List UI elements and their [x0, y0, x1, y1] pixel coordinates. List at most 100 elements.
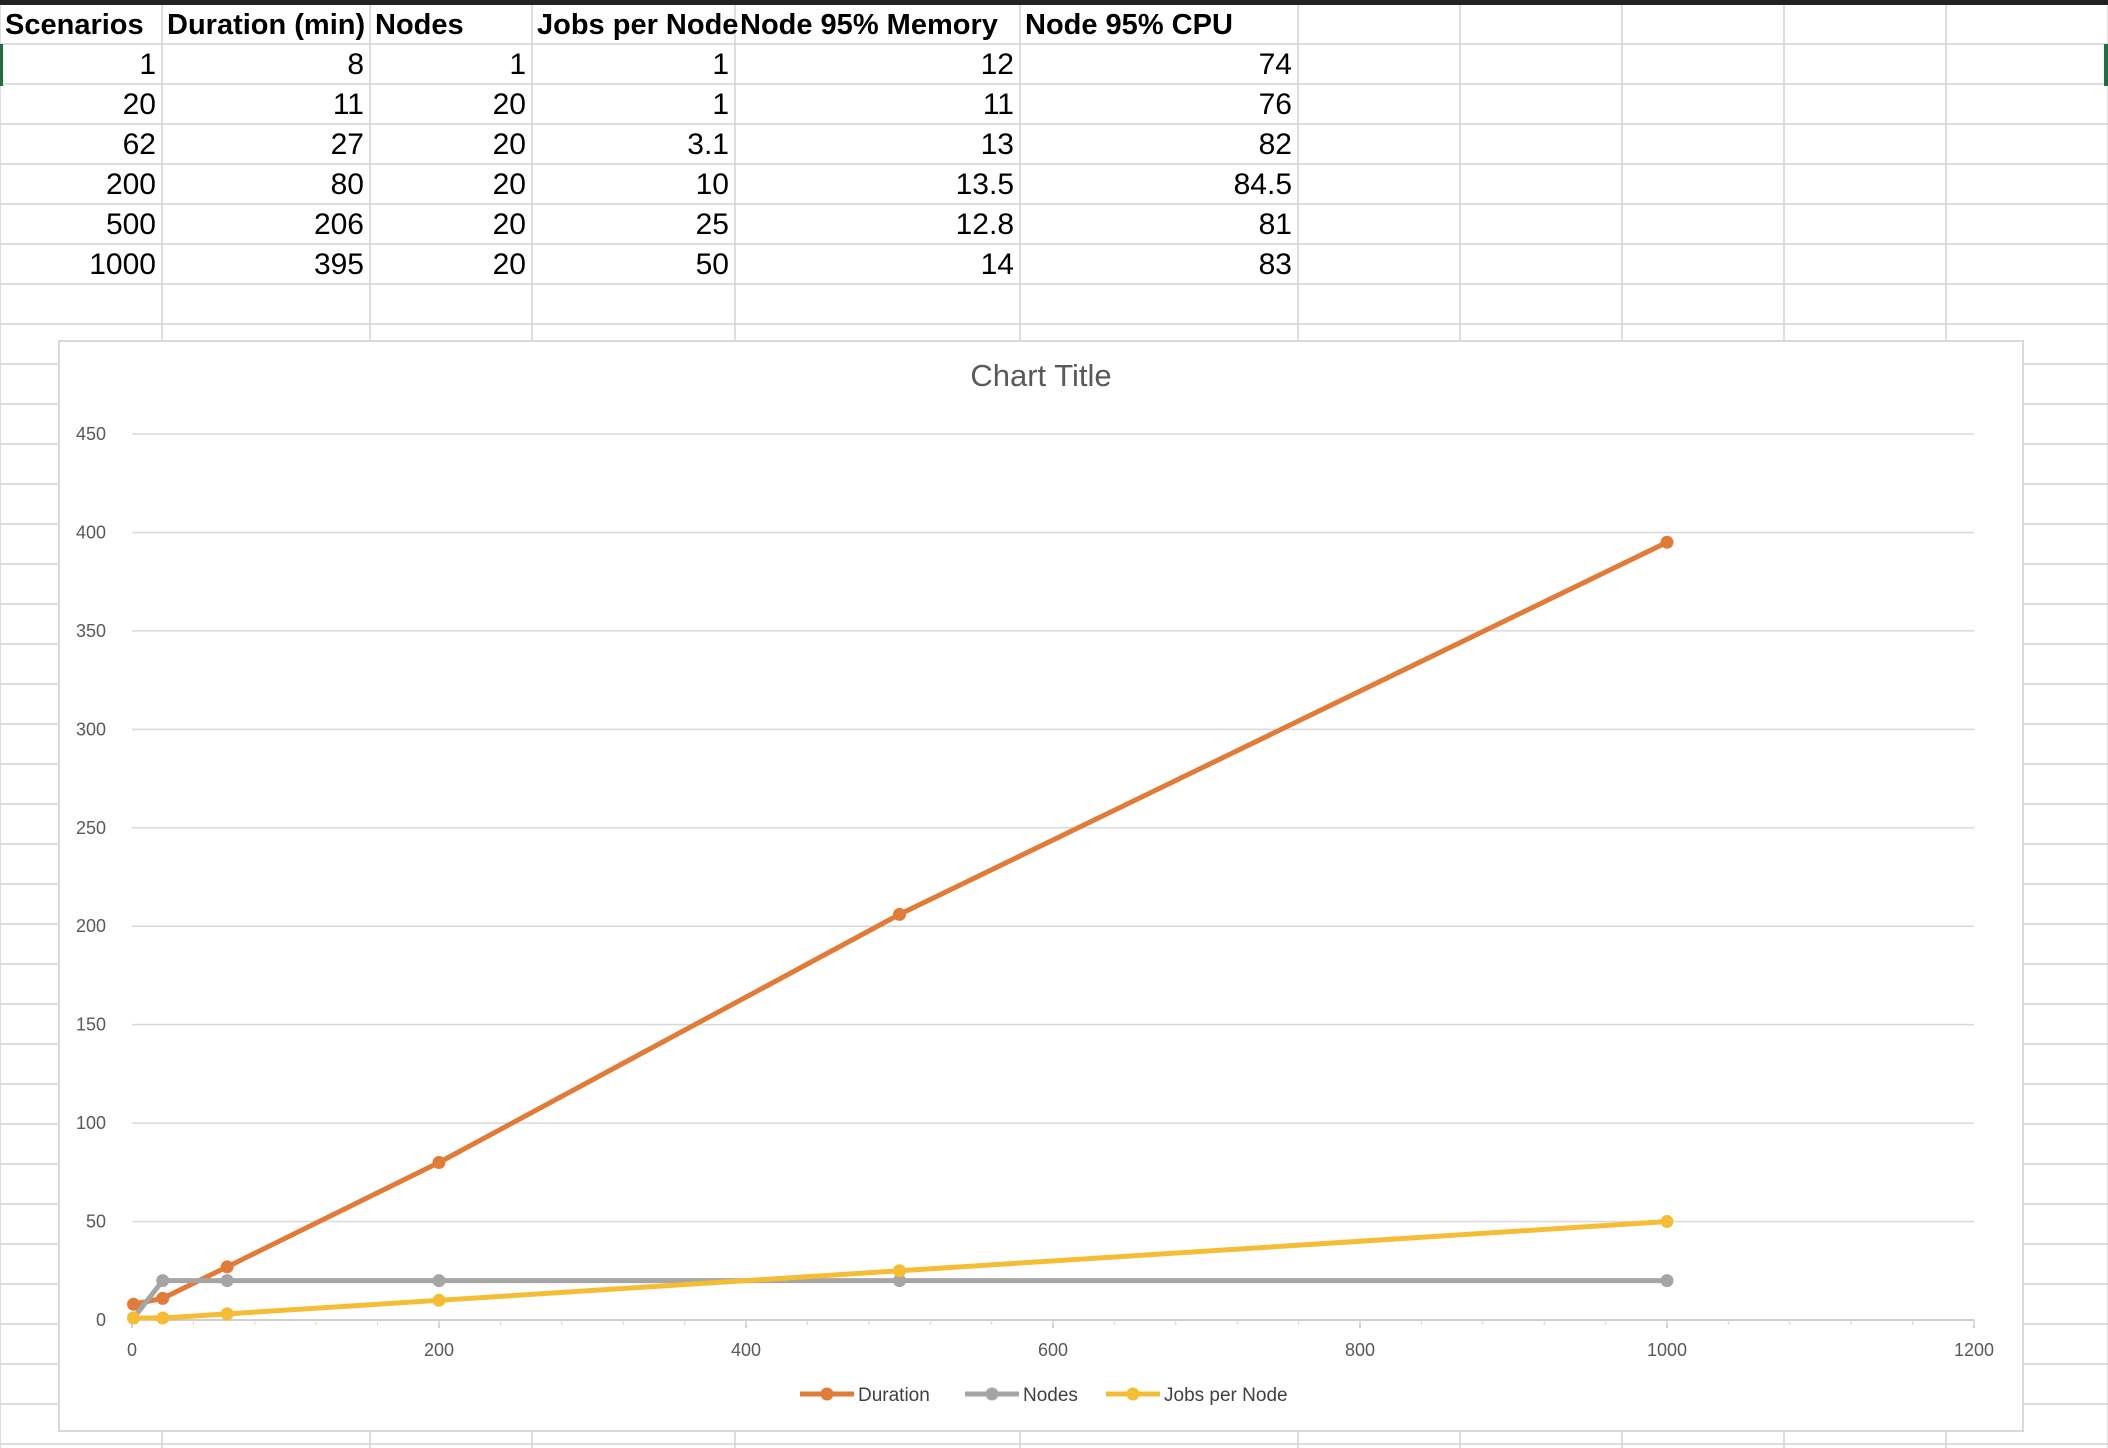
x-tick-label: 200 — [424, 1340, 454, 1360]
y-tick-label: 300 — [76, 719, 106, 739]
chart-series — [127, 535, 1674, 1325]
y-tick-label: 0 — [96, 1310, 106, 1330]
table-cell[interactable]: 62 — [122, 128, 156, 161]
table-cell[interactable]: 82 — [1258, 128, 1292, 161]
x-tick-label: 800 — [1345, 1340, 1375, 1360]
data-point[interactable] — [893, 1274, 906, 1288]
table-cell[interactable]: 200 — [105, 168, 156, 201]
table-cell[interactable]: 50 — [695, 248, 729, 281]
data-point[interactable] — [432, 1274, 446, 1288]
x-tick-label: 1200 — [1954, 1340, 1994, 1360]
legend-marker — [985, 1387, 999, 1401]
table-cell[interactable]: 76 — [1258, 88, 1292, 121]
table-cell[interactable]: 20 — [492, 248, 526, 281]
y-tick-label: 100 — [76, 1113, 106, 1133]
x-tick-label: 600 — [1038, 1340, 1068, 1360]
x-tick-label: 400 — [731, 1340, 761, 1360]
table-cell[interactable]: 20 — [122, 88, 156, 121]
data-point[interactable] — [432, 1293, 446, 1307]
series-line[interactable] — [131, 1278, 1667, 1320]
table-cell[interactable]: 500 — [105, 208, 156, 241]
y-tick-label: 200 — [76, 916, 106, 936]
data-point[interactable] — [893, 1264, 906, 1278]
selection-marker-left — [0, 44, 3, 86]
data-point[interactable] — [432, 1155, 446, 1169]
legend-marker — [820, 1387, 834, 1401]
table-cell[interactable]: 20 — [492, 208, 526, 241]
line-chart[interactable]: Chart Title 0 50 100 150 200 250 300 350 400 450 0… — [58, 340, 2024, 1432]
column-header[interactable]: Jobs per Node — [537, 9, 739, 41]
column-header[interactable]: Node 95% CPU — [1025, 9, 1233, 41]
table-cell[interactable]: 12 — [980, 48, 1014, 81]
table-cell[interactable]: 11 — [982, 88, 1014, 121]
table-cell[interactable]: 13.5 — [955, 168, 1014, 201]
series-jobs-per-node[interactable] — [127, 1215, 1674, 1325]
legend-item[interactable]: Duration — [800, 1385, 930, 1406]
table-cell[interactable]: 10 — [695, 168, 729, 201]
legend-label: Jobs per Node — [1164, 1385, 1288, 1406]
table-cell[interactable]: 3.1 — [687, 128, 729, 161]
table-cell[interactable]: 81 — [1258, 208, 1292, 241]
y-tick-label: 350 — [76, 621, 106, 641]
table-cell[interactable]: 14 — [980, 248, 1014, 281]
table-cell[interactable]: 1 — [712, 88, 729, 121]
legend-item[interactable]: Nodes — [965, 1385, 1078, 1406]
table-cell[interactable]: 1000 — [89, 248, 156, 281]
data-point[interactable] — [220, 1260, 234, 1274]
table-cell[interactable]: 74 — [1258, 48, 1292, 81]
y-tick-label: 250 — [76, 818, 106, 838]
series-line[interactable] — [133, 540, 1669, 1307]
x-tick-label: 1000 — [1647, 1340, 1687, 1360]
toolbar-edge — [0, 0, 2108, 5]
table-cell[interactable]: 20 — [492, 128, 526, 161]
chart-plot: Chart Title 0501001502002503003504004500… — [76, 358, 1994, 1406]
y-tick-label: 450 — [76, 424, 106, 444]
data-point[interactable] — [1660, 535, 1674, 549]
table-cell[interactable]: 27 — [330, 128, 364, 161]
table-cell[interactable]: 25 — [695, 208, 729, 241]
legend-label: Nodes — [1023, 1385, 1078, 1406]
x-tick-label: 0 — [127, 1340, 137, 1360]
table-cell[interactable]: 8 — [347, 48, 364, 81]
table-cell[interactable]: 13 — [980, 128, 1014, 161]
data-point[interactable] — [156, 1274, 170, 1288]
table-cell[interactable]: 80 — [330, 168, 364, 201]
selection-marker-right — [2104, 44, 2108, 86]
table-cell[interactable]: 1 — [712, 48, 729, 81]
table-cell[interactable]: 20 — [492, 168, 526, 201]
table-cell[interactable]: 12.8 — [955, 208, 1014, 241]
data-point[interactable] — [1660, 1274, 1674, 1288]
data-point[interactable] — [127, 1311, 141, 1325]
y-tick-label: 400 — [76, 522, 106, 542]
data-point[interactable] — [1660, 1215, 1674, 1229]
table-cell[interactable]: 20 — [492, 88, 526, 121]
data-point[interactable] — [156, 1291, 170, 1305]
column-header[interactable]: Node 95% Memory — [740, 9, 998, 41]
series-duration[interactable] — [127, 535, 1674, 1311]
data-point[interactable] — [893, 907, 906, 921]
chart-gridlines — [132, 433, 1974, 1223]
table-cell[interactable]: 1 — [509, 48, 526, 81]
chart-legend[interactable]: Duration Nodes Jobs per Node — [800, 1385, 1288, 1406]
y-tick-label: 50 — [86, 1212, 106, 1232]
data-point[interactable] — [220, 1307, 234, 1321]
column-header[interactable]: Nodes — [375, 9, 464, 41]
chart-title[interactable]: Chart Title — [970, 358, 1111, 393]
table-cell[interactable]: 395 — [313, 248, 364, 281]
table-cell[interactable]: 11 — [332, 88, 364, 121]
legend-label: Duration — [858, 1385, 930, 1406]
data-point[interactable] — [127, 1297, 141, 1311]
series-nodes[interactable] — [127, 1274, 1674, 1325]
table-cell[interactable]: 83 — [1258, 248, 1292, 281]
data-point[interactable] — [156, 1311, 170, 1325]
table-cell[interactable]: 1 — [139, 48, 156, 81]
chart-axes: 0 50 100 150 200 250 300 350 400 450 0 200 400 600 800… — [76, 424, 1994, 1360]
column-header[interactable]: Scenarios — [5, 9, 144, 41]
table-cell[interactable]: 206 — [313, 208, 364, 241]
y-tick-label: 150 — [76, 1015, 106, 1035]
table-cell[interactable]: 84.5 — [1233, 168, 1292, 201]
data-point[interactable] — [220, 1274, 234, 1288]
column-header[interactable]: Duration (min) — [167, 9, 366, 41]
legend-marker — [1126, 1387, 1140, 1401]
legend-item[interactable]: Jobs per Node — [1106, 1385, 1288, 1406]
